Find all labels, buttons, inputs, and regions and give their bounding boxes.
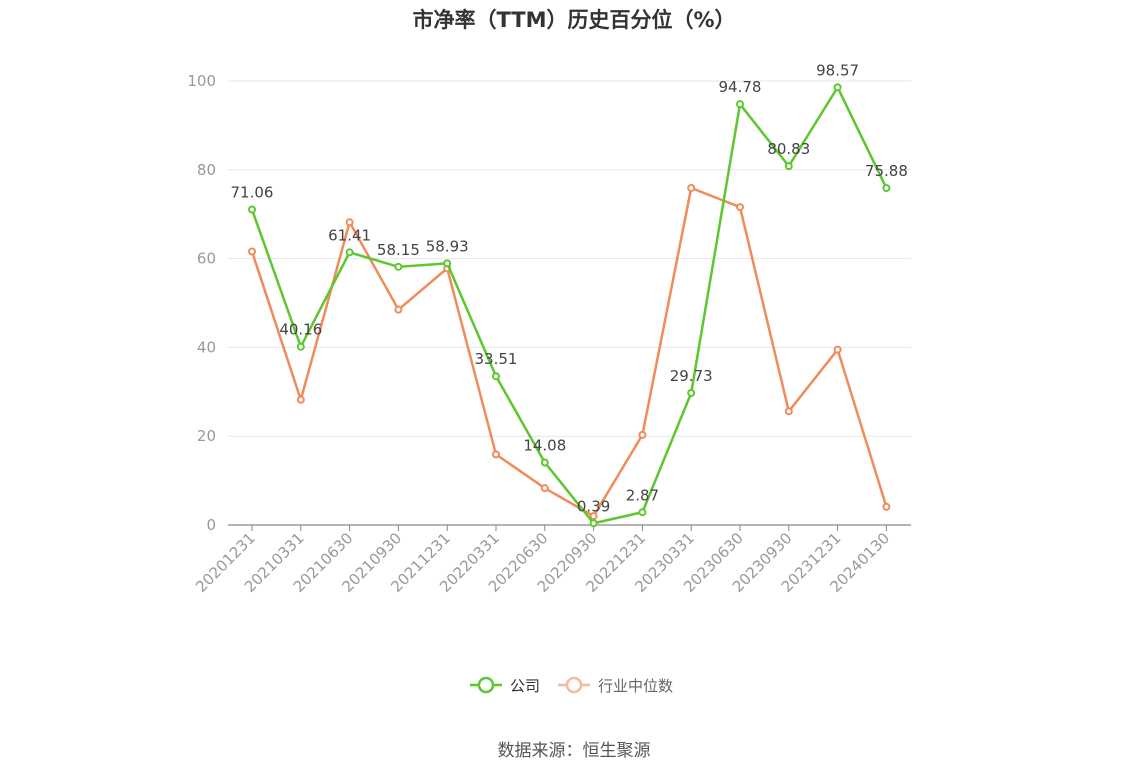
- y-tick-label: 80: [197, 161, 216, 179]
- y-tick-label: 100: [187, 72, 216, 90]
- data-label: 75.88: [865, 162, 908, 180]
- data-point: [589, 519, 598, 528]
- data-point: [394, 262, 403, 271]
- data-point: [882, 184, 891, 193]
- data-point: [736, 203, 744, 212]
- data-point: [345, 248, 354, 257]
- chart-title: 市净率（TTM）历史百分位（%）: [412, 8, 736, 32]
- y-tick-label: 60: [197, 250, 216, 268]
- data-point: [540, 484, 549, 493]
- data-label: 98.57: [816, 61, 859, 79]
- data-point: [784, 162, 793, 171]
- data-point: [833, 83, 842, 92]
- data-label: 61.41: [328, 226, 371, 244]
- data-point: [443, 259, 452, 268]
- legend-marker: [477, 676, 495, 694]
- data-label: 2.87: [626, 486, 659, 504]
- data-point: [296, 395, 305, 404]
- data-source: 数据来源：恒生聚源: [497, 741, 651, 761]
- data-label: 29.73: [670, 367, 713, 385]
- data-point: [687, 184, 696, 193]
- data-label: 14.08: [523, 436, 566, 454]
- data-label: 58.15: [377, 241, 420, 259]
- legend-marker: [565, 676, 583, 694]
- data-point: [882, 502, 891, 511]
- data-point: [540, 458, 549, 467]
- data-point: [736, 100, 744, 109]
- data-label: 80.83: [767, 140, 810, 158]
- data-point: [638, 430, 647, 439]
- series-line-company: [250, 86, 888, 525]
- data-point: [687, 388, 696, 397]
- data-point: [589, 512, 598, 521]
- data-point: [833, 345, 842, 354]
- data-label: 0.39: [577, 497, 610, 515]
- data-point: [248, 205, 256, 214]
- legend-item-industry-median: 行业中位数: [598, 677, 673, 695]
- data-point: [492, 450, 500, 459]
- y-tick-label: 0: [206, 516, 216, 534]
- y-tick-label: 20: [197, 427, 216, 445]
- data-point: [394, 305, 403, 314]
- data-label: 58.93: [426, 237, 469, 255]
- y-tick-label: 40: [197, 338, 216, 356]
- data-point: [638, 508, 647, 517]
- data-label: 40.16: [279, 321, 322, 339]
- data-point: [248, 247, 256, 256]
- data-label: 33.51: [475, 350, 518, 368]
- legend-item-company: 公司: [510, 677, 540, 695]
- data-label: 71.06: [231, 183, 274, 201]
- series-line-industry-median: [250, 186, 888, 518]
- data-point: [296, 342, 305, 351]
- data-label: 94.78: [719, 78, 762, 96]
- data-point: [345, 218, 354, 227]
- data-point: [492, 372, 500, 381]
- data-point: [784, 407, 793, 416]
